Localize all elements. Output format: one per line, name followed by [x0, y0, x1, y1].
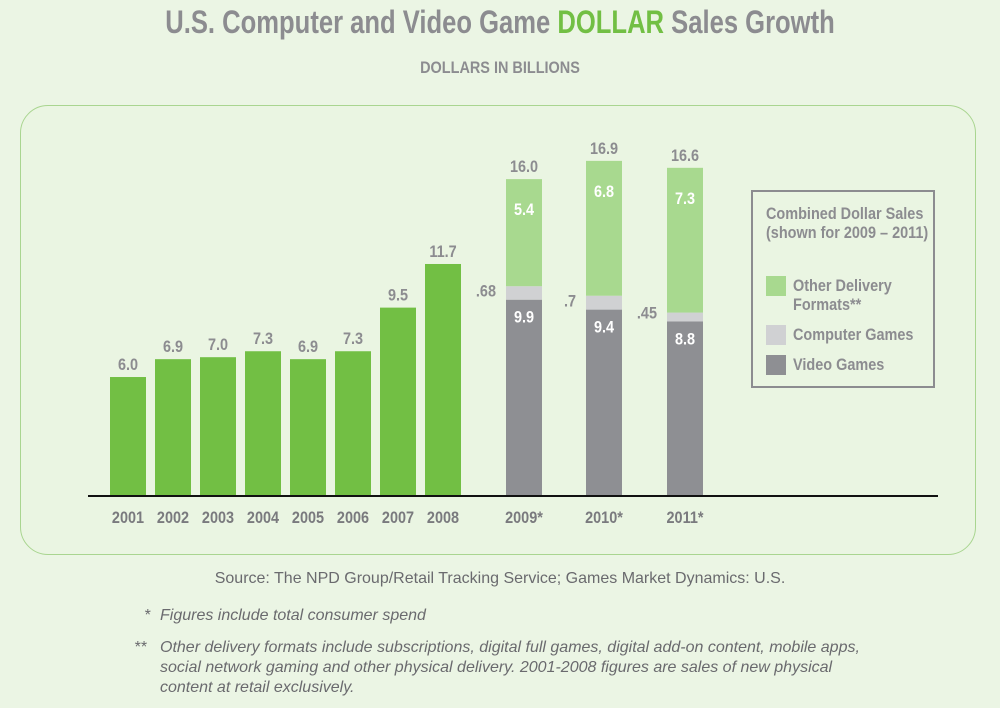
total-label: 16.0 [510, 158, 538, 176]
data-label: .7 [564, 293, 576, 311]
footnote-mark: * [144, 607, 151, 624]
bar-2010-computer-games [586, 295, 622, 310]
data-label: 6.9 [298, 338, 318, 356]
data-label: 8.8 [675, 330, 695, 348]
legend-swatch [766, 325, 786, 345]
bar-2008 [425, 263, 461, 496]
x-tick-label: 2006 [337, 509, 369, 527]
bar-2011-computer-games [667, 312, 703, 322]
title-highlight: DOLLAR [557, 4, 665, 40]
legend-swatch [766, 276, 786, 296]
bar-2007 [380, 307, 416, 496]
data-label: 7.3 [253, 330, 273, 348]
data-label: 6.0 [118, 356, 138, 374]
legend-label: Computer Games [793, 325, 914, 344]
data-label: 7.3 [343, 330, 363, 348]
total-label: 16.6 [671, 147, 699, 165]
footnote-mark: ** [134, 639, 147, 656]
legend: Combined Dollar Sales (shown for 2009 – … [751, 190, 935, 388]
x-tick-label: 2005 [292, 509, 324, 527]
bar-2002 [155, 359, 191, 496]
data-label: .68 [476, 283, 496, 301]
bar-2009-other-delivery-formats- [506, 179, 542, 287]
data-label: .45 [637, 304, 657, 322]
data-label: 6.8 [594, 183, 614, 201]
bar-2010-video-games [586, 309, 622, 496]
x-tick-label: 2001 [112, 509, 144, 527]
bar-2005 [290, 359, 326, 496]
legend-label: Video Games [793, 355, 885, 374]
chart-title: U.S. Computer and Video Game DOLLAR Sale… [100, 4, 900, 41]
total-label: 16.9 [590, 140, 618, 158]
chart-subtitle: DOLLARS IN BILLIONS [420, 58, 580, 77]
data-label: 5.4 [514, 201, 534, 219]
x-tick-label: 2002 [157, 509, 189, 527]
bar-2011-video-games [667, 321, 703, 496]
x-tick-label: 2010* [585, 509, 624, 527]
data-label: 11.7 [429, 243, 457, 261]
footnote-2: Other delivery formats include subscript… [160, 639, 860, 696]
bar-2003 [200, 357, 236, 496]
data-label: 6.9 [163, 338, 183, 356]
bar-2009-computer-games [506, 286, 542, 300]
title-part: U.S. Computer and Video Game [165, 4, 558, 40]
x-tick-label: 2011* [667, 509, 705, 527]
bar-2004 [245, 351, 281, 496]
data-label: 7.0 [208, 336, 228, 354]
bar-2010-other-delivery-formats- [586, 160, 622, 296]
data-label: 9.4 [594, 319, 614, 337]
source-note: Source: The NPD Group/Retail Tracking Se… [214, 570, 786, 587]
data-label: 9.5 [388, 287, 408, 305]
legend-title: Combined Dollar Sales (shown for 2009 – … [766, 204, 929, 242]
data-label: 7.3 [675, 190, 695, 208]
x-tick-label: 2009* [505, 509, 544, 527]
x-tick-label: 2008 [427, 509, 459, 527]
bar-2006 [335, 351, 371, 496]
bar-2001 [110, 377, 146, 496]
legend-label: Other Delivery Formats** [793, 276, 892, 314]
bar-2011-other-delivery-formats- [667, 167, 703, 313]
footnote-1: Figures include total consumer spend [160, 607, 426, 624]
title-part: Sales Growth [664, 4, 835, 40]
x-tick-label: 2004 [247, 509, 279, 527]
legend-swatch [766, 355, 786, 375]
data-label: 9.9 [514, 309, 534, 327]
bar-2009-video-games [506, 299, 542, 496]
x-tick-label: 2007 [382, 509, 414, 527]
x-tick-label: 2003 [202, 509, 234, 527]
